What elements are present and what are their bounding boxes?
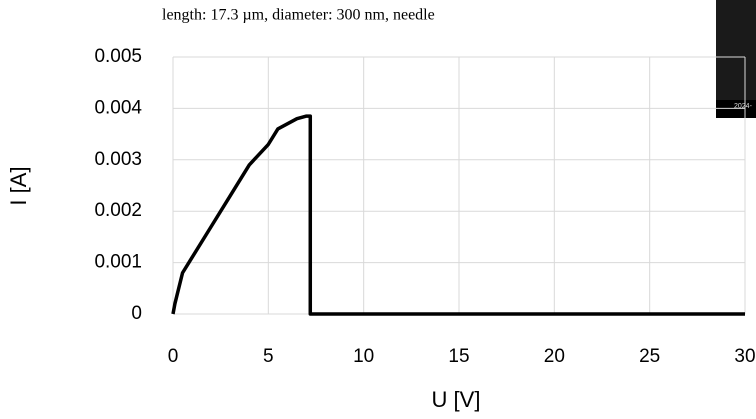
x-axis-label: U [V] [432,387,481,412]
x-tick-label: 0 [168,346,179,367]
x-tick-label: 30 [734,346,755,367]
y-tick-label: 0 [131,303,142,324]
y-tick-label: 0.002 [94,200,142,221]
x-tick-label: 5 [263,346,274,367]
data-line [171,114,745,316]
y-tick-label: 0.003 [94,149,142,170]
inset-caption: 2024- [734,103,753,110]
x-tick-label: 20 [544,346,565,367]
inset-caption-bar [716,100,756,118]
y-tick-label: 0.001 [94,252,142,273]
x-tick-label: 15 [448,346,469,367]
y-axis-label: I [A] [6,166,31,205]
y-tick-label: 0.004 [94,97,142,118]
x-tick-label: 25 [639,346,660,367]
chart-title: length: 17.3 µm, diameter: 300 nm, needl… [162,7,435,24]
x-tick-label: 10 [353,346,374,367]
inset-image [716,0,756,118]
y-tick-label: 0.005 [94,46,142,67]
